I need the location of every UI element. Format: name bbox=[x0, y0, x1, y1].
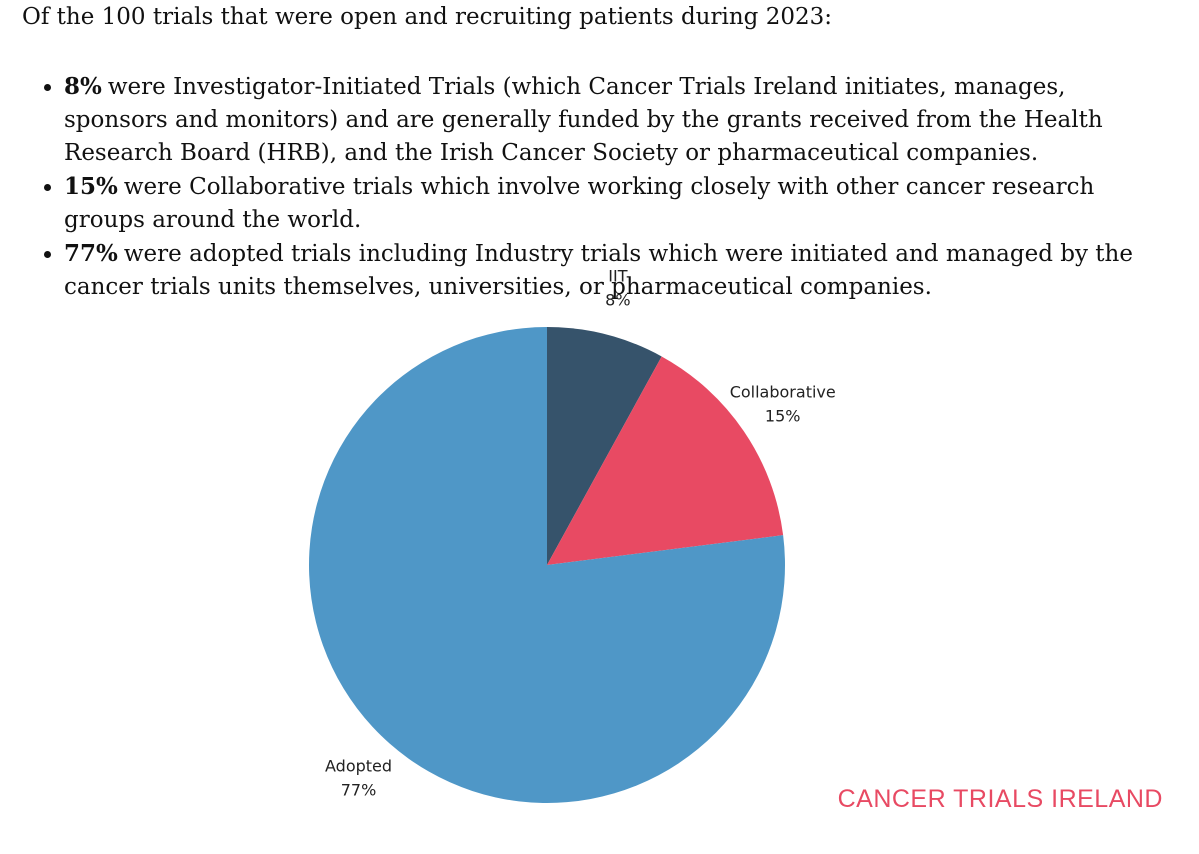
slice-value: 8% bbox=[605, 290, 630, 309]
bullet: 8%were Investigator-Initiated Trials (wh… bbox=[64, 70, 1174, 170]
bullet-bold: 15% bbox=[64, 173, 118, 200]
bullet-text: were adopted trials including Industry t… bbox=[64, 241, 1133, 300]
bullet-text: were Investigator-Initiated Trials (whic… bbox=[64, 74, 1103, 166]
pie-slice bbox=[309, 327, 786, 803]
pie-slice bbox=[547, 356, 784, 565]
slice-label: Adopted bbox=[325, 756, 392, 775]
slice-label: IIT bbox=[608, 266, 627, 285]
bullet: 15%were Collaborative trials which invol… bbox=[64, 170, 1174, 237]
bullet-list: 8%were Investigator-Initiated Trials (wh… bbox=[30, 70, 1174, 304]
bullet-text: were Collaborative trials which involve … bbox=[64, 174, 1095, 233]
bullet-bold: 77% bbox=[64, 240, 118, 267]
slice-value: 15% bbox=[765, 406, 801, 425]
bullet: 77%were adopted trials including Industr… bbox=[64, 237, 1174, 304]
pie-slice bbox=[547, 327, 662, 565]
intro: Of the 100 trials that were open and rec… bbox=[22, 4, 832, 30]
bullet-bold: 8% bbox=[64, 73, 102, 100]
brand: CANCER TRIALS IRELAND bbox=[837, 785, 1163, 813]
slice-label: Collaborative bbox=[730, 382, 836, 401]
slice-value: 77% bbox=[341, 780, 377, 799]
